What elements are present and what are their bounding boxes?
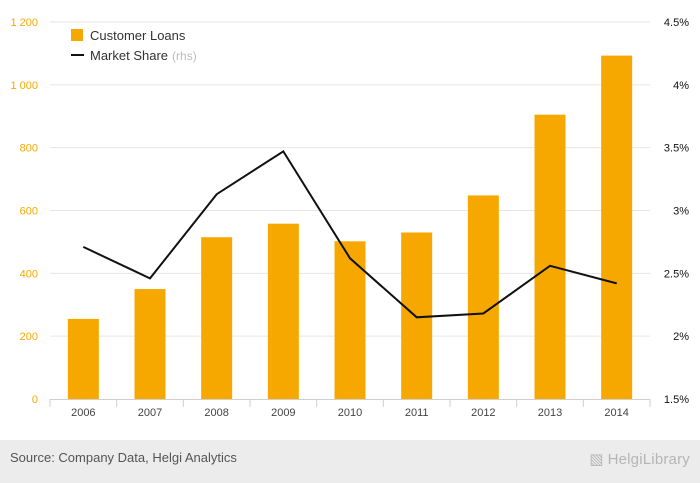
x-tick-label: 2011 bbox=[405, 407, 429, 419]
bar bbox=[467, 195, 499, 399]
combo-chart: 2006 2007 2008 2009 2010 2011 2012 2013 2014 0 20… bbox=[10, 17, 689, 419]
legend-suffix-rhs: (rhs) bbox=[172, 49, 197, 63]
bar bbox=[67, 318, 99, 399]
y-left-tick-label: 800 bbox=[20, 143, 38, 155]
y-right-tick-label: 1.5% bbox=[664, 394, 689, 406]
bar bbox=[334, 241, 366, 399]
source-note: Source: Company Data, Helgi Analytics bbox=[10, 450, 237, 465]
y-right-tick-label: 3% bbox=[673, 206, 689, 218]
y-right-tick-label: 3.5% bbox=[664, 143, 689, 155]
x-tick-label: 2012 bbox=[471, 407, 495, 419]
x-tick-label: 2007 bbox=[138, 407, 162, 419]
legend-label-customer-loans: Customer Loans bbox=[90, 28, 186, 43]
y-left-tick-label: 400 bbox=[20, 268, 38, 280]
x-tick-label: 2009 bbox=[271, 407, 295, 419]
y-right-tick-label: 4% bbox=[673, 80, 689, 92]
library-icon: ▧ bbox=[589, 451, 604, 468]
legend-label-market-share: Market Share (rhs) bbox=[90, 48, 197, 63]
bar bbox=[534, 114, 566, 399]
legend: Customer Loans Market Share (rhs) bbox=[71, 28, 197, 63]
y-left-tick-label: 600 bbox=[20, 206, 38, 218]
x-tick-label: 2008 bbox=[204, 407, 228, 419]
bar bbox=[601, 55, 633, 399]
y-axis-left: 0 200 400 600 800 1 000 1 200 bbox=[10, 17, 38, 406]
brand-name: HelgiLibrary bbox=[607, 451, 690, 468]
legend-swatch-customer-loans bbox=[71, 29, 83, 41]
footer: Source: Company Data, Helgi Analytics ▧ H… bbox=[0, 440, 700, 483]
bar bbox=[201, 237, 233, 399]
bar bbox=[267, 223, 299, 399]
y-left-tick-label: 200 bbox=[20, 331, 38, 343]
x-tick-label: 2014 bbox=[604, 407, 628, 419]
y-axis-right: 1.5% 2% 2.5% 3% 3.5% 4% 4.5% bbox=[664, 17, 689, 406]
y-left-tick-label: 0 bbox=[32, 394, 38, 406]
x-tick-label: 2010 bbox=[338, 407, 362, 419]
market-share-line-group bbox=[82, 150, 617, 319]
y-left-tick-label: 1 200 bbox=[10, 17, 38, 29]
bar bbox=[134, 289, 166, 399]
y-right-tick-label: 2.5% bbox=[664, 268, 689, 280]
x-tick-label: 2006 bbox=[71, 407, 95, 419]
y-right-tick-label: 4.5% bbox=[664, 17, 689, 29]
bars bbox=[67, 55, 633, 399]
y-right-tick-label: 2% bbox=[673, 331, 689, 343]
y-left-tick-label: 1 000 bbox=[10, 80, 38, 92]
x-tick-label: 2013 bbox=[538, 407, 562, 419]
brand-logo: ▧ HelgiLibrary bbox=[589, 450, 690, 468]
x-axis: 2006 2007 2008 2009 2010 2011 2012 2013 2014 bbox=[49, 399, 651, 419]
